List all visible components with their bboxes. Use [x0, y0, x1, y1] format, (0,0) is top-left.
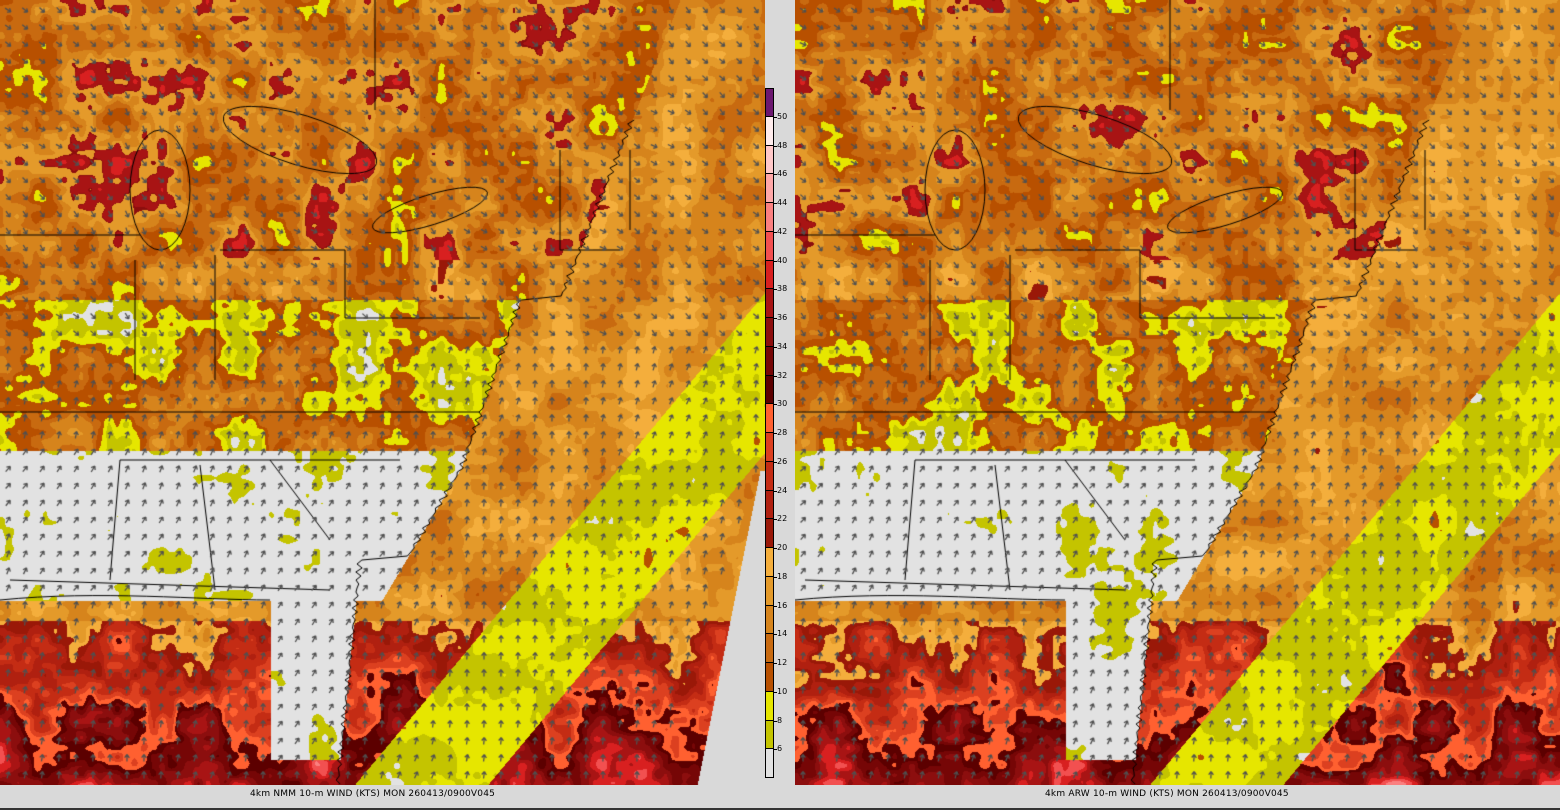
colorbar-segment [765, 663, 774, 692]
colorbar-label: 36 [777, 313, 788, 322]
wind-speed-field [795, 0, 1560, 785]
colorbar-label: 44 [777, 198, 788, 207]
colorbar-segment [765, 203, 774, 232]
arw-map-caption: 4km ARW 10-m WIND (KTS) MON 260413/0900V… [1045, 789, 1289, 799]
colorbar-segment [765, 720, 774, 750]
colorbar-label: 46 [777, 169, 788, 179]
colorbar-segment [765, 346, 774, 376]
colorbar-segment [765, 145, 774, 175]
colorbar-label: 34 [777, 341, 788, 351]
colorbar-tick [774, 663, 777, 664]
colorbar-label: 24 [777, 485, 788, 495]
colorbar-tick [774, 720, 777, 722]
colorbar-tick [774, 749, 777, 751]
colorbar-label: 18 [777, 571, 788, 581]
colorbar-segment [765, 576, 774, 606]
colorbar-label: 50 [777, 111, 788, 121]
colorbar-segment [765, 461, 774, 491]
colorbar-tick [774, 404, 777, 406]
colorbar-segment [765, 634, 774, 663]
colorbar-tick [774, 174, 777, 176]
colorbar-segment [765, 375, 774, 405]
colorbar-tick [774, 548, 777, 549]
colorbar-label: 38 [777, 284, 788, 294]
colorbar-tick [774, 145, 777, 147]
colorbar-label: 30 [777, 399, 788, 409]
colorbar-segment [765, 116, 774, 146]
nmm-map-caption: 4km NMM 10-m WIND (KTS) MON 260413/0900V… [250, 789, 496, 799]
colorbar-tick [774, 346, 777, 348]
colorbar-tick [774, 691, 777, 693]
colorbar-label: 8 [777, 715, 783, 725]
colorbar-label: 6 [777, 744, 783, 754]
colorbar-tick [774, 260, 777, 262]
colorbar-label: 14 [777, 629, 788, 639]
wind-speed-field [0, 0, 765, 785]
colorbar-segment [765, 318, 774, 347]
colorbar-segment [765, 174, 774, 203]
bottom-border [0, 808, 1560, 810]
colorbar-segment [765, 691, 774, 721]
colorbar-segment [765, 260, 774, 290]
colorbar-segment [765, 519, 774, 548]
colorbar-tick [774, 605, 777, 607]
arw-wind-map [795, 0, 1560, 785]
colorbar-segment [765, 289, 774, 318]
colorbar-segment [765, 605, 774, 635]
colorbar-label: 12 [777, 658, 788, 667]
colorbar-segment [765, 88, 774, 117]
colorbar-label: 40 [777, 255, 788, 265]
colorbar-tick [774, 490, 777, 492]
colorbar-label: 26 [777, 456, 788, 466]
colorbar-label: 32 [777, 370, 788, 380]
colorbar-segment [765, 490, 774, 520]
colorbar-label: 42 [777, 226, 788, 236]
colorbar-tick [774, 289, 777, 291]
nmm-wind-map [0, 0, 765, 785]
colorbar-tick [774, 576, 777, 578]
colorbar-tick [774, 116, 777, 118]
colorbar-label: 16 [777, 600, 788, 610]
colorbar-tick [774, 461, 777, 463]
colorbar-label: 28 [777, 428, 788, 437]
colorbar-label: 22 [777, 514, 788, 524]
colorbar-segment [765, 404, 774, 433]
colorbar-tick [774, 318, 777, 319]
colorbar-segment [765, 231, 774, 261]
colorbar-segment [765, 433, 774, 462]
colorbar-tick [774, 375, 777, 377]
colorbar-segment [765, 548, 774, 577]
colorbar-tick [774, 519, 777, 521]
colorbar-label: 48 [777, 140, 788, 150]
colorbar-tick [774, 634, 777, 636]
wind-speed-colorbar: 6 8 10 12 14 16 18 20 22 24 26 28 30 32 34 36 38 40 42 44 46… [765, 88, 795, 778]
colorbar-tick [774, 433, 777, 434]
colorbar-segment [765, 749, 774, 778]
colorbar-label: 10 [777, 686, 788, 696]
colorbar-label: 20 [777, 543, 788, 552]
colorbar-tick [774, 231, 777, 233]
colorbar-tick [774, 203, 777, 204]
